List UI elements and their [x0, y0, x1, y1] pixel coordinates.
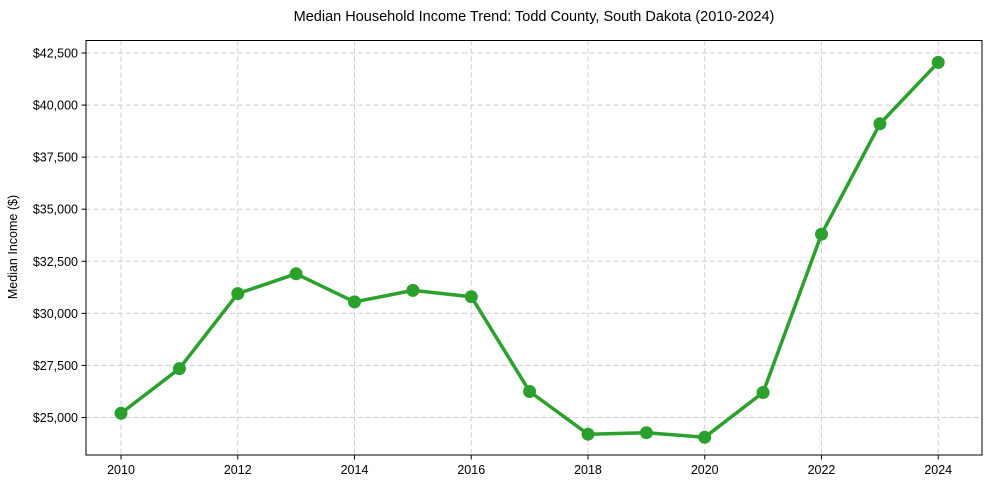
- x-tick-label: 2010: [107, 463, 135, 477]
- data-point-2013: [289, 267, 303, 281]
- y-tick-label: $30,000: [33, 307, 78, 321]
- data-point-2016: [464, 290, 478, 304]
- data-point-2020: [698, 430, 712, 444]
- data-point-2018: [581, 427, 595, 441]
- plot-border: [85, 40, 983, 456]
- y-tick-label: $35,000: [33, 203, 78, 217]
- plot-area: 2010 2012 2014 2016 2018 2020 2022 2024 $25,000 $…: [33, 40, 983, 477]
- data-point-2012: [231, 287, 245, 301]
- x-tick-label: 2016: [457, 463, 485, 477]
- y-tick-label: $40,000: [33, 99, 78, 113]
- data-point-2014: [348, 295, 361, 309]
- data-point-2011: [172, 362, 186, 376]
- chart-title: Median Household Income Trend: Todd Coun…: [294, 9, 775, 25]
- x-tick-label: 2024: [924, 463, 952, 477]
- data-point-2021: [756, 386, 770, 399]
- income-trend-line: [119, 60, 940, 440]
- y-tick-label: $27,500: [33, 359, 78, 373]
- data-point-2022: [815, 227, 828, 241]
- x-tick-label: 2012: [224, 463, 252, 477]
- data-point-2015: [406, 283, 420, 297]
- x-tick-label: 2020: [691, 463, 719, 477]
- x-tick-label: 2022: [808, 463, 836, 477]
- y-axis-label: Median Income ($): [6, 195, 20, 299]
- data-point-2019: [639, 426, 653, 440]
- data-point-2017: [523, 385, 537, 398]
- y-tick-label: $37,500: [33, 151, 78, 165]
- y-tick-label: $32,500: [33, 255, 78, 269]
- x-tick-label: 2014: [341, 463, 369, 477]
- data-point-2010: [114, 406, 128, 420]
- data-point-2024: [931, 55, 945, 69]
- y-tick-label: $42,500: [33, 46, 78, 60]
- y-tick-label: $25,000: [33, 411, 78, 425]
- data-point-2023: [873, 117, 887, 131]
- x-tick-label: 2018: [574, 463, 602, 477]
